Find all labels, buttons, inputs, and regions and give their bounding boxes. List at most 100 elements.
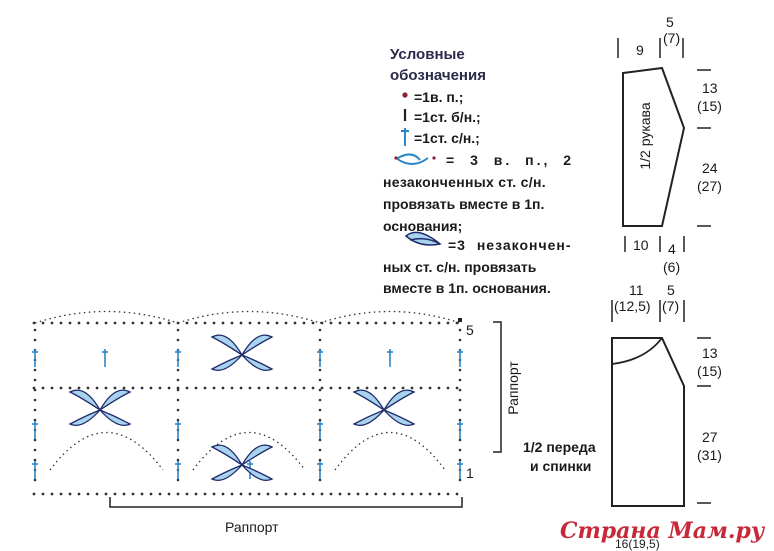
leaf-cluster (352, 389, 416, 427)
chain-dot (302, 492, 306, 496)
chain-dot (437, 386, 441, 390)
legend-title: Условные обозначения (390, 44, 486, 86)
legend-item-5: незаконченных ст. с/н. (383, 174, 546, 190)
chain-dot (374, 386, 378, 390)
chain-dot (140, 386, 144, 390)
leaf-cluster (68, 389, 132, 427)
chain-dot (458, 478, 462, 482)
legend-item-3: =1ст. с/н.; (414, 130, 480, 146)
arch (319, 310, 461, 324)
chain-dot (131, 321, 135, 325)
chain-dot (185, 321, 189, 325)
chain-dot (419, 492, 423, 496)
sleeve-top-w1: 9 (636, 42, 644, 58)
chain-dot (104, 492, 108, 496)
chain-dot (248, 386, 252, 390)
chain-dot (458, 378, 462, 382)
rapport-vertical-label: Раппорт (505, 361, 521, 415)
body-h1-alt: (15) (697, 363, 722, 379)
chain-dot (167, 492, 171, 496)
chain-dot (374, 321, 378, 325)
chain-dot (176, 438, 180, 442)
chain-dot (221, 386, 225, 390)
arch (334, 432, 446, 471)
double-crochet-stitch (102, 349, 108, 367)
chain-dot (50, 386, 54, 390)
chain-dot (318, 418, 322, 422)
chain-dot (329, 492, 333, 496)
chain-dot (302, 321, 306, 325)
chain-dot (230, 386, 234, 390)
chain-dot (149, 321, 153, 325)
chain-dot (392, 386, 396, 390)
chain-dot (410, 321, 414, 325)
chain-dot (158, 321, 162, 325)
rapport-bracket-vertical (493, 321, 502, 453)
chain-dot (458, 398, 462, 402)
chain-dot (176, 338, 180, 342)
chain-dot (77, 492, 81, 496)
chain-dot (33, 388, 37, 392)
chain-dot (86, 386, 90, 390)
chain-dot (455, 386, 459, 390)
chain-dot (293, 386, 297, 390)
chain-dot (59, 321, 63, 325)
chain-dot (140, 492, 144, 496)
legend-item-8: =3 незакончен- (448, 237, 572, 253)
chain-dot (239, 386, 243, 390)
leaf-clusters (68, 334, 416, 482)
legend-item-2: =1ст. б/н.; (414, 109, 481, 125)
chain-dot (158, 386, 162, 390)
chain-dot (320, 492, 324, 496)
chain-dot (176, 418, 180, 422)
chain-dot (131, 492, 135, 496)
legend-item-9: ных ст. с/н. провязать (383, 259, 537, 275)
chain-dot (59, 492, 63, 496)
leaf-cluster (210, 334, 274, 372)
chain-dot (266, 492, 270, 496)
body-label-line2: и спинки (530, 458, 592, 474)
chain-dot (185, 386, 189, 390)
chain-dot (458, 438, 462, 442)
double-crochet-symbol (401, 128, 409, 146)
arch (49, 432, 164, 471)
chain-dot (33, 328, 37, 332)
chain-dot (230, 492, 234, 496)
chain-dot (176, 328, 180, 332)
chain-dot (401, 321, 405, 325)
chain-dot (68, 386, 72, 390)
chain-dot (68, 321, 72, 325)
chain-dot (318, 448, 322, 452)
chain-dot (284, 386, 288, 390)
chain-stitch-symbol (402, 92, 408, 98)
chain-dot (347, 492, 351, 496)
chain-dot (59, 386, 63, 390)
chain-dot (392, 321, 396, 325)
chain-dot (257, 492, 261, 496)
chain-dot (428, 321, 432, 325)
chain-dot (458, 408, 462, 412)
chain-dot (458, 338, 462, 342)
chain-dot (458, 388, 462, 392)
chain-dot (95, 386, 99, 390)
chain-dot (275, 321, 279, 325)
chain-dot (239, 492, 243, 496)
chain-dot (318, 328, 322, 332)
chain-dot (77, 386, 81, 390)
chain-dot (383, 492, 387, 496)
sleeve-bottom-w2-alt: (6) (663, 259, 681, 275)
chain-dot (365, 492, 369, 496)
chain-dot (338, 321, 342, 325)
chain-dot (356, 492, 360, 496)
chain-dot (437, 321, 441, 325)
chain-dot (149, 386, 153, 390)
chain-dot (104, 321, 108, 325)
chain-dot (419, 321, 423, 325)
chain-dot (311, 492, 315, 496)
chain-dot (212, 386, 216, 390)
rapport-bracket-horizontal (109, 497, 463, 508)
chain-dot (318, 378, 322, 382)
sleeve-h1-alt: (15) (697, 98, 722, 114)
chain-dot (32, 492, 36, 496)
